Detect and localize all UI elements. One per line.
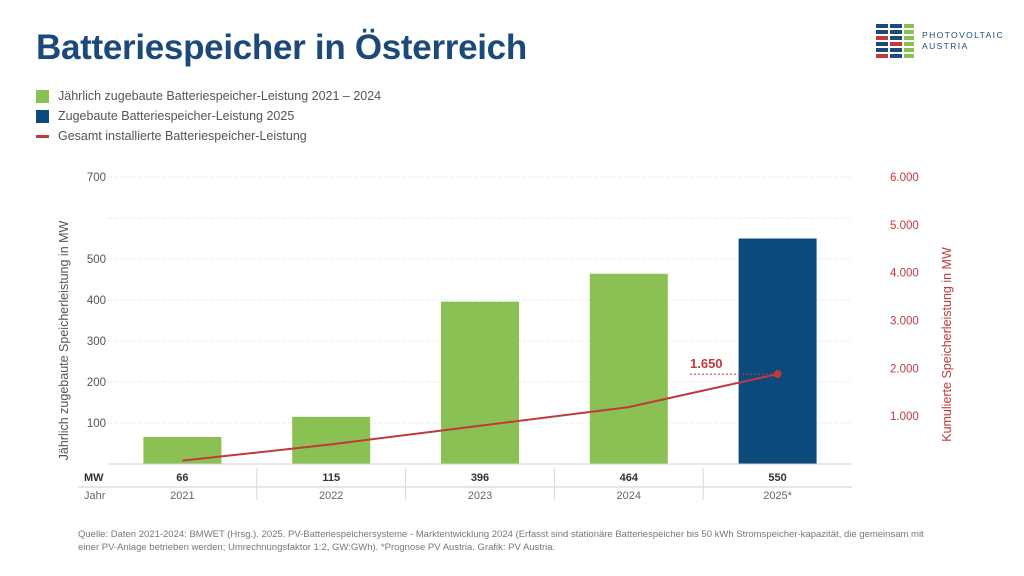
- y-right-tick-label: 2.000: [890, 363, 919, 375]
- y-right-axis-title: Kumulierte Speicherleistung in MW: [940, 247, 954, 442]
- y-tick-label: 700: [87, 172, 106, 184]
- y-right-tick-label: 4.000: [890, 268, 919, 280]
- bar-2021: [143, 436, 222, 464]
- y-right-tick-label: 5.000: [890, 220, 919, 232]
- y-right-tick-label: 6.000: [890, 172, 919, 184]
- logo-line-1: PHOTOVOLTAIC: [922, 30, 1004, 40]
- legend: Jährlich zugebaute Batteriespeicher-Leis…: [36, 86, 381, 146]
- row-label-values: MW: [84, 472, 104, 484]
- value-label-2023: 396: [471, 472, 489, 484]
- legend-swatch-2025: [36, 109, 49, 123]
- y-tick-label: 300: [87, 336, 106, 348]
- value-label-2021: 66: [176, 472, 188, 484]
- legend-item-2025: Zugebaute Batteriespeicher-Leistung 2025: [36, 106, 381, 126]
- line-point-end: [773, 370, 782, 379]
- x-tick-label-2024: 2024: [617, 490, 641, 502]
- legend-label-annual: Jährlich zugebaute Batteriespeicher-Leis…: [58, 89, 382, 103]
- annotation-label: 1.650: [690, 356, 723, 371]
- x-tick-label-2023: 2023: [468, 490, 492, 502]
- value-label-2025: 550: [768, 472, 786, 484]
- value-label-2022: 115: [322, 472, 340, 484]
- legend-swatch-total: [36, 134, 49, 138]
- page-title: Batteriespeicher in Österreich: [36, 28, 527, 67]
- bar-2024: [589, 273, 668, 464]
- legend-item-annual: Jährlich zugebaute Batteriespeicher-Leis…: [36, 86, 381, 106]
- bar-2025: [738, 238, 817, 464]
- y-tick-label: 400: [87, 295, 106, 307]
- y-tick-label: 200: [87, 377, 106, 389]
- bar-2023: [441, 301, 519, 464]
- row-label-years: Jahr: [84, 490, 106, 502]
- x-tick-label-2021: 2021: [170, 490, 194, 502]
- y-tick-label: 500: [87, 254, 106, 266]
- source-note: Quelle: Daten 2021-2024: BMWET (Hrsg.). …: [78, 529, 924, 553]
- total-line: [182, 373, 778, 462]
- legend-label-2025: Zugebaute Batteriespeicher-Leistung 2025: [58, 109, 295, 123]
- logo-icon: [874, 22, 916, 62]
- x-tick-label-2022: 2022: [319, 490, 343, 502]
- x-tick-label-2025: 2025*: [763, 490, 792, 502]
- legend-item-total: Gesamt installierte Batteriespeicher-Lei…: [36, 126, 381, 146]
- y-right-tick-label: 1.000: [890, 411, 919, 423]
- y-right-tick-label: 3.000: [890, 316, 919, 328]
- logo-text: PHOTOVOLTAIC AUSTRIA: [922, 30, 1004, 52]
- legend-label-total: Gesamt installierte Batteriespeicher-Lei…: [58, 129, 307, 143]
- legend-swatch-annual: [36, 89, 49, 103]
- y-tick-label: 100: [87, 418, 106, 430]
- y-axis-title: Jährlich zugebaute Speicherleistung in M…: [57, 220, 71, 460]
- value-label-2024: 464: [620, 472, 639, 484]
- logo-line-2: AUSTRIA: [922, 41, 969, 51]
